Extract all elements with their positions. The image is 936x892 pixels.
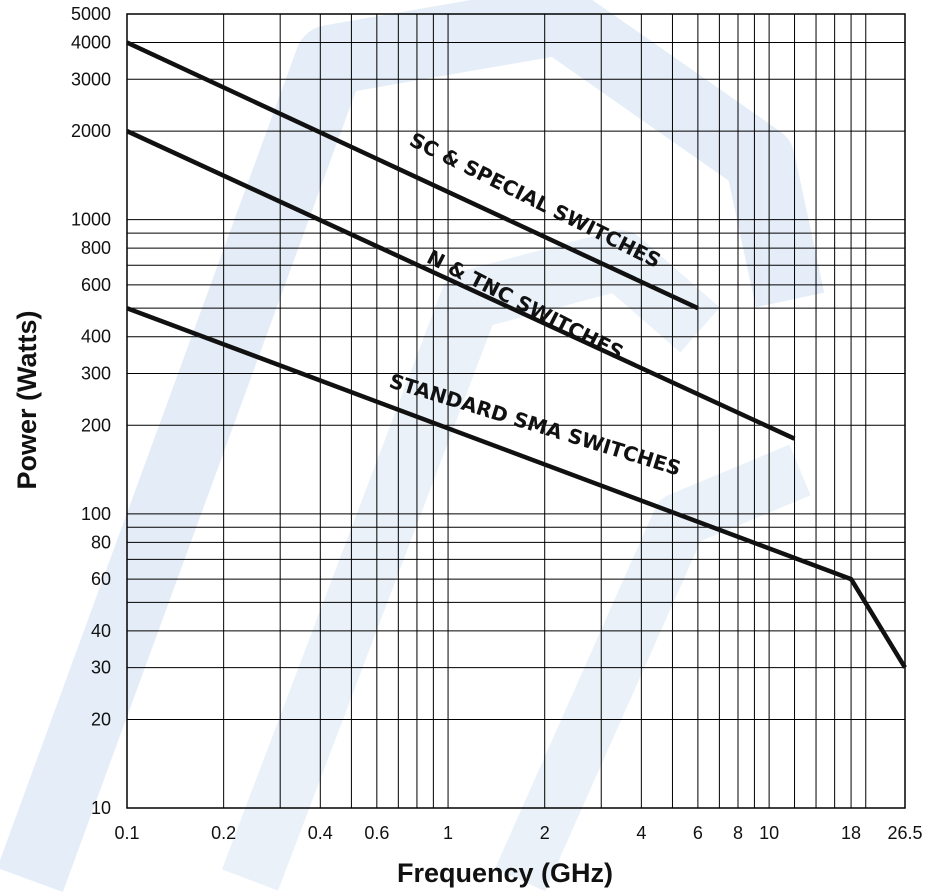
x-tick-label: 4 <box>636 823 646 843</box>
y-tick-label: 40 <box>91 621 111 641</box>
series-line-2 <box>126 306 907 669</box>
plot-frame <box>126 13 906 809</box>
x-tick-label: 18 <box>841 823 861 843</box>
x-tick-label: 0.4 <box>308 823 333 843</box>
y-tick-label: 80 <box>91 532 111 552</box>
x-tick-label: 26.5 <box>887 823 922 843</box>
x-tick-label: 0.2 <box>211 823 236 843</box>
y-tick-label: 3000 <box>71 69 111 89</box>
x-tick-labels: 0.1 0.2 0.4 0.6 1 2 4 6 8 10 18 26.5 <box>114 823 922 843</box>
x-tick-label: 8 <box>733 823 743 843</box>
x-tick-label: 0.6 <box>364 823 389 843</box>
y-tick-label: 60 <box>91 569 111 589</box>
y-tick-label: 4000 <box>71 33 111 53</box>
series-lines <box>126 40 907 669</box>
x-tick-label: 0.1 <box>114 823 139 843</box>
y-tick-label: 30 <box>91 658 111 678</box>
y-tick-label: 10 <box>91 798 111 818</box>
x-gridlines <box>126 14 906 808</box>
y-tick-label: 2000 <box>71 121 111 141</box>
x-tick-label: 6 <box>693 823 703 843</box>
y-tick-label: 400 <box>81 327 111 347</box>
series-line-1 <box>126 129 796 441</box>
y-tick-label: 200 <box>81 415 111 435</box>
y-tick-labels: 10 20 30 40 60 80 100 200 300 400 600 800 1000 2000 30… <box>71 4 111 818</box>
x-tick-label: 2 <box>540 823 550 843</box>
y-tick-label: 800 <box>81 238 111 258</box>
y-tick-label: 20 <box>91 709 111 729</box>
x-tick-label: 1 <box>443 823 453 843</box>
y-tick-label: 100 <box>81 504 111 524</box>
y-tick-label: 1000 <box>71 210 111 230</box>
x-tick-label: 10 <box>759 823 779 843</box>
y-tick-label: 600 <box>81 275 111 295</box>
y-tick-label: 5000 <box>71 4 111 24</box>
y-tick-label: 300 <box>81 363 111 383</box>
x-axis-title: Frequency (GHz) <box>397 858 613 888</box>
series-line-0 <box>126 40 699 311</box>
y-axis-title: Power (Watts) <box>12 310 42 489</box>
